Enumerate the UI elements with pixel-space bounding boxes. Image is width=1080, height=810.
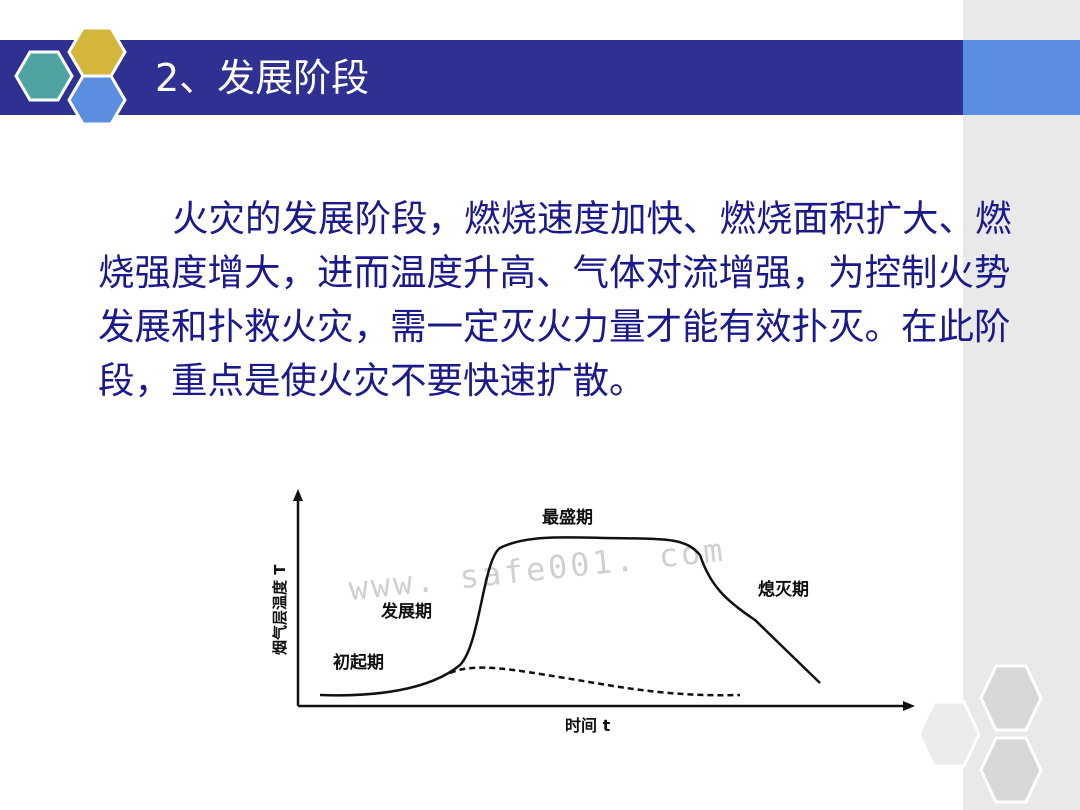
- dashed-temperature-curve: [449, 666, 741, 697]
- y-axis-label: 烟气层温度 T: [271, 564, 289, 655]
- stage-label-decay: 熄灭期: [758, 579, 809, 600]
- x-axis-arrow-icon: [903, 701, 915, 711]
- blue-hexagon: [67, 74, 127, 126]
- x-axis-label: 时间 t: [565, 716, 611, 735]
- slide-title: 2、发展阶段: [155, 56, 370, 100]
- stage-label-initial: 初起期: [333, 652, 384, 673]
- yellow-hexagon: [67, 26, 127, 78]
- title-bar: [0, 40, 963, 115]
- body-paragraph: 火灾的发展阶段，燃烧速度加快、燃烧面积扩大、燃烧强度增大，进而温度升高、气体对流…: [98, 197, 1012, 402]
- stage-label-growth: 发展期: [380, 601, 432, 622]
- decorative-hexagons-icon: [917, 664, 1043, 804]
- title-bar-accent: [963, 40, 1080, 115]
- teal-hexagon: [14, 50, 74, 102]
- deco-hexagon-top: [979, 664, 1043, 732]
- hexagon-logo-icon: [14, 26, 127, 126]
- deco-hexagon-left: [917, 700, 981, 768]
- fire-temperature-curve-figure: www. safe001. com 初起期 发展期 最盛期 熄灭期 烟气层温度 …: [271, 489, 915, 735]
- watermark: www. safe001. com: [347, 531, 727, 608]
- y-axis-arrow-icon: [293, 489, 303, 501]
- temperature-curve: [319, 536, 821, 697]
- deco-hexagon-bottom: [979, 736, 1043, 804]
- stage-label-peak: 最盛期: [542, 507, 593, 528]
